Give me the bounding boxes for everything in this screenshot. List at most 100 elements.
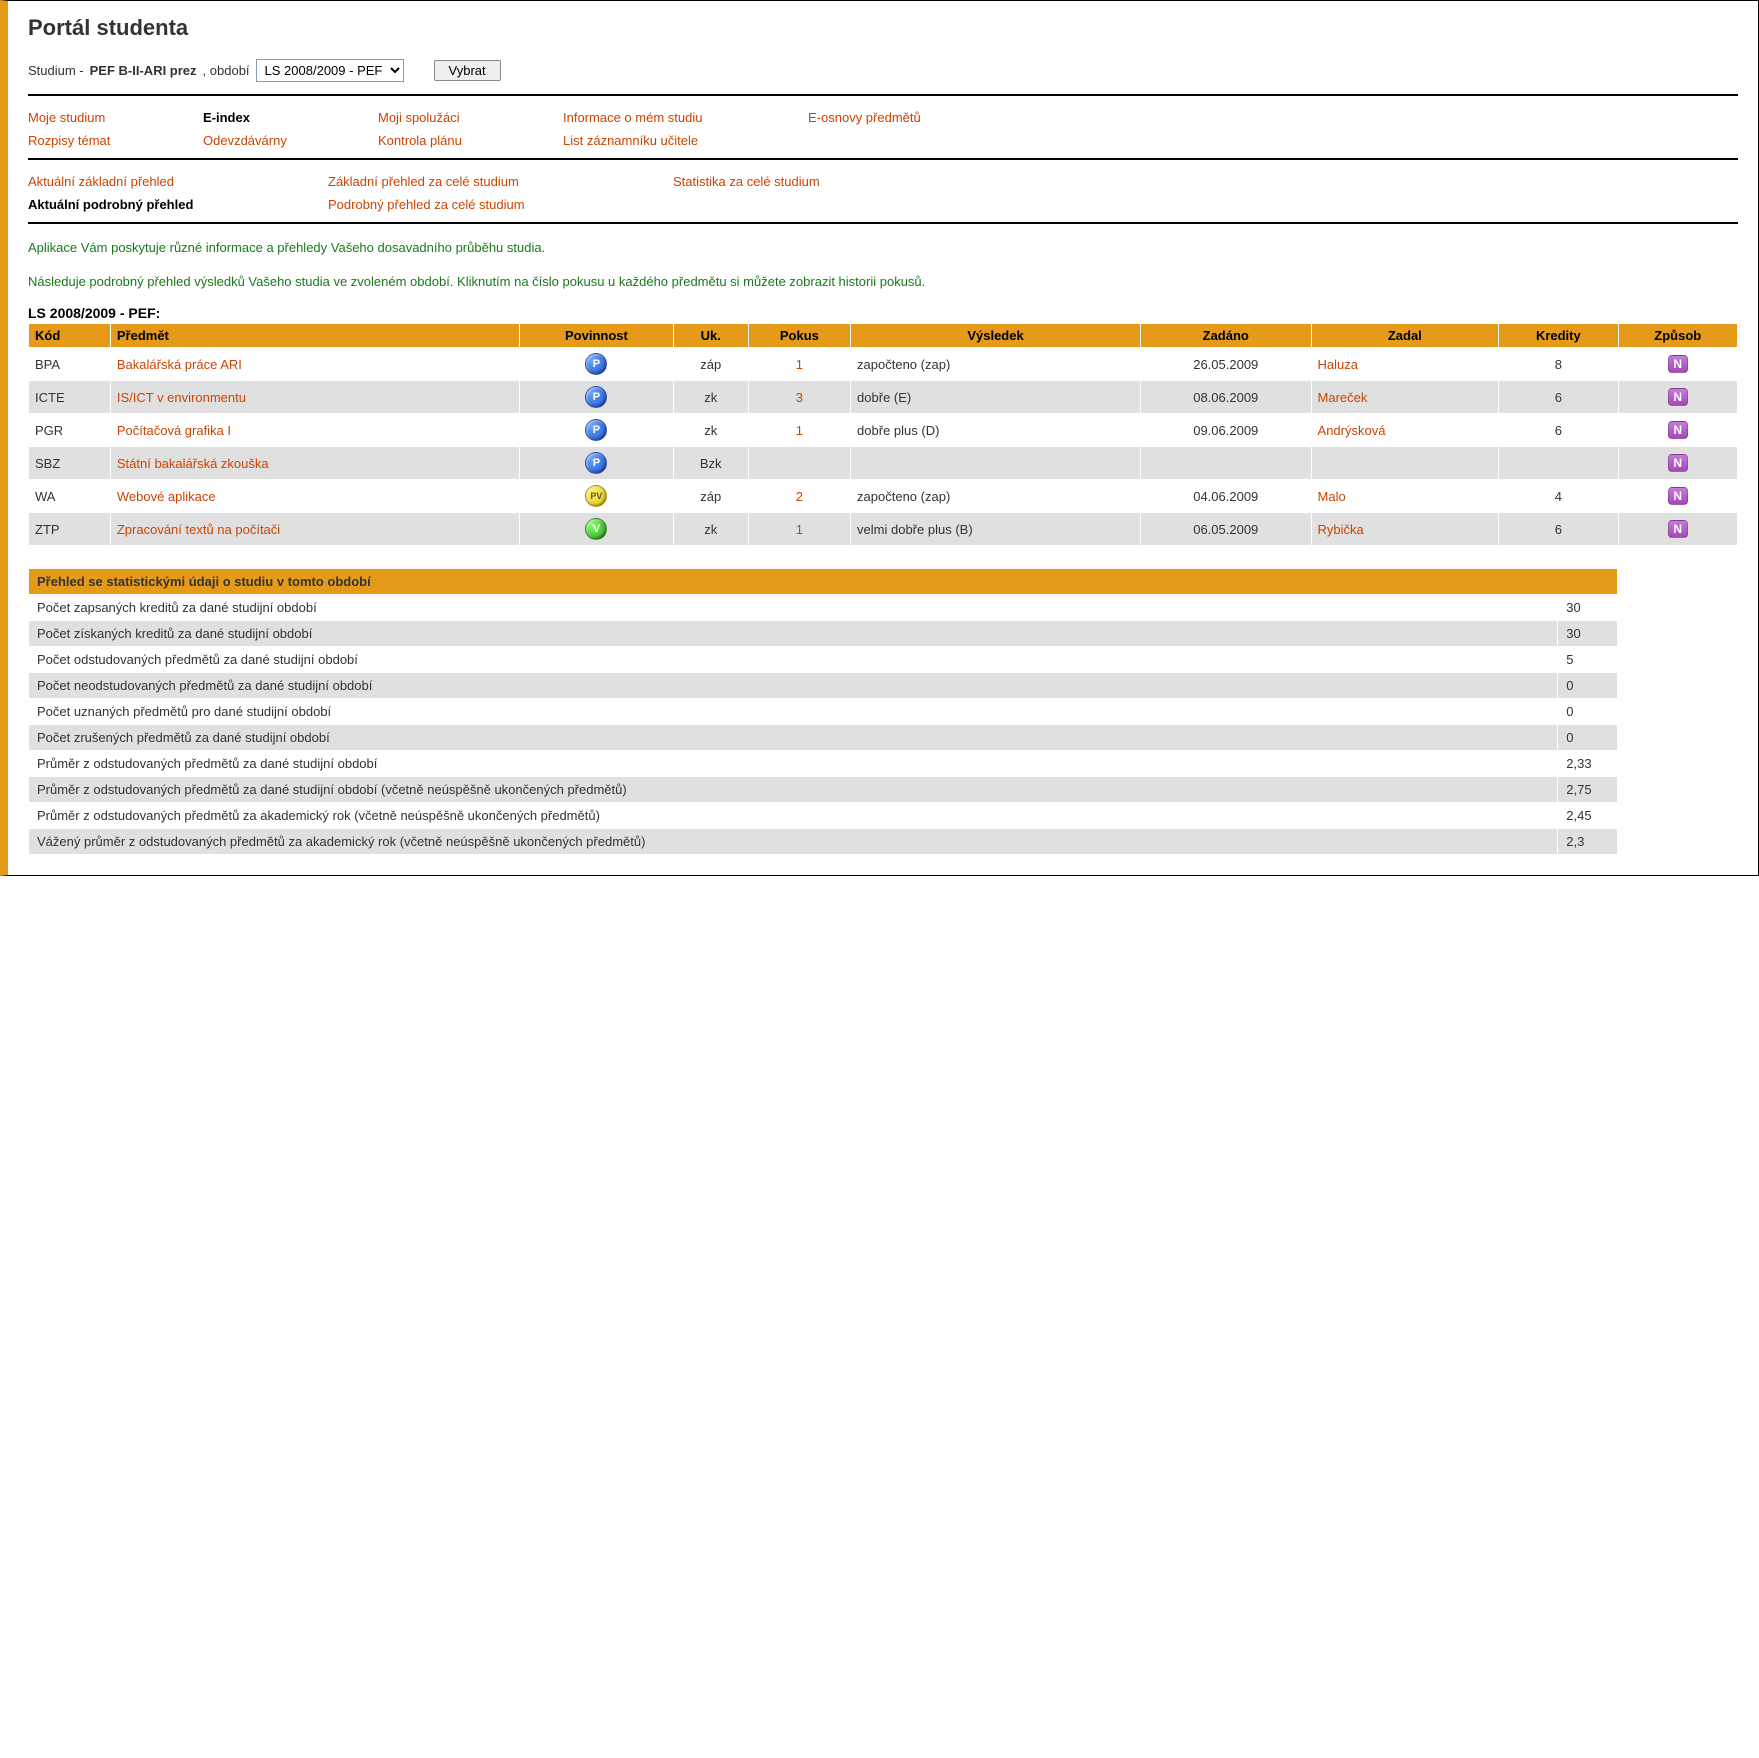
cell-uk: záp	[673, 348, 748, 381]
cell-zadal: Andrýsková	[1311, 414, 1499, 447]
cell-zadal: Malo	[1311, 480, 1499, 513]
nav-zakladni-prehled-cele[interactable]: Základní přehled za celé studium	[328, 174, 673, 189]
nav-e-osnovy-predmetu[interactable]: E-osnovy předmětů	[808, 110, 921, 125]
cell-kredity: 6	[1499, 381, 1618, 414]
subject-link[interactable]: Státní bakalářská zkouška	[117, 456, 269, 471]
stats-value: 0	[1558, 699, 1618, 725]
nav-secondary-row2: Aktuální podrobný přehled Podrobný přehl…	[28, 197, 1738, 212]
stats-label: Vážený průměr z odstudovaných předmětů z…	[29, 829, 1558, 855]
nav-kontrola-planu[interactable]: Kontrola plánu	[378, 133, 563, 148]
th-povinnost: Povinnost	[520, 324, 674, 348]
subject-link[interactable]: Zpracování textů na počítači	[117, 522, 280, 537]
stats-table: Přehled se statistickými údaji o studiu …	[28, 568, 1618, 855]
obligation-badge-icon: V	[585, 518, 607, 540]
subject-link[interactable]: Webové aplikace	[117, 489, 216, 504]
cell-zadal: Rybička	[1311, 513, 1499, 546]
nav-list-zaznamniku[interactable]: List záznamníku učitele	[563, 133, 808, 148]
attempt-link[interactable]: 1	[796, 522, 803, 537]
cell-predmet: Státní bakalářská zkouška	[110, 447, 519, 480]
th-kod: Kód	[29, 324, 111, 348]
subject-link[interactable]: IS/ICT v environmentu	[117, 390, 246, 405]
cell-zadano: 04.06.2009	[1140, 480, 1311, 513]
period-heading: LS 2008/2009 - PEF:	[28, 305, 1738, 321]
cell-uk: zk	[673, 513, 748, 546]
cell-vysledek	[851, 447, 1141, 480]
intro-text-1: Aplikace Vám poskytuje různé informace a…	[28, 238, 1738, 258]
stats-row: Počet uznaných předmětů pro dané studijn…	[29, 699, 1618, 725]
cell-povinnost: V	[520, 513, 674, 546]
subject-link[interactable]: Počítačová grafika I	[117, 423, 231, 438]
stats-label: Počet uznaných předmětů pro dané studijn…	[29, 699, 1558, 725]
teacher-link[interactable]: Mareček	[1318, 390, 1368, 405]
cell-predmet: IS/ICT v environmentu	[110, 381, 519, 414]
nav-aktualni-podrobny-prehled[interactable]: Aktuální podrobný přehled	[28, 197, 328, 212]
stats-value: 30	[1558, 595, 1618, 621]
results-table: Kód Předmět Povinnost Uk. Pokus Výsledek…	[28, 323, 1738, 546]
stats-value: 0	[1558, 725, 1618, 751]
cell-kredity: 4	[1499, 480, 1618, 513]
cell-zadano: 09.06.2009	[1140, 414, 1311, 447]
cell-zadal	[1311, 447, 1499, 480]
cell-zpusob: N	[1618, 480, 1737, 513]
nav-aktualni-zakladni-prehled[interactable]: Aktuální základní přehled	[28, 174, 328, 189]
cell-vysledek: započteno (zap)	[851, 348, 1141, 381]
cell-zpusob: N	[1618, 513, 1737, 546]
stats-label: Průměr z odstudovaných předmětů za akade…	[29, 803, 1558, 829]
cell-povinnost: P	[520, 381, 674, 414]
th-zadano: Zadáno	[1140, 324, 1311, 348]
obligation-badge-icon: PV	[585, 485, 607, 507]
cell-zadano: 06.05.2009	[1140, 513, 1311, 546]
cell-zadano: 26.05.2009	[1140, 348, 1311, 381]
cell-pokus: 1	[748, 348, 850, 381]
nav-rozpisy-temat[interactable]: Rozpisy témat	[28, 133, 203, 148]
teacher-link[interactable]: Haluza	[1318, 357, 1358, 372]
obligation-badge-icon: P	[585, 386, 607, 408]
stats-row: Počet odstudovaných předmětů za dané stu…	[29, 647, 1618, 673]
results-header-row: Kód Předmět Povinnost Uk. Pokus Výsledek…	[29, 324, 1738, 348]
th-predmet: Předmět	[110, 324, 519, 348]
stats-label: Počet získaných kreditů za dané studijní…	[29, 621, 1558, 647]
stats-label: Počet neodstudovaných předmětů za dané s…	[29, 673, 1558, 699]
th-zadal: Zadal	[1311, 324, 1499, 348]
method-badge-icon: N	[1668, 421, 1688, 439]
cell-zpusob: N	[1618, 447, 1737, 480]
method-badge-icon: N	[1668, 487, 1688, 505]
nav-podrobny-prehled-cele[interactable]: Podrobný přehled za celé studium	[328, 197, 673, 212]
attempt-link[interactable]: 2	[796, 489, 803, 504]
stats-row: Počet neodstudovaných předmětů za dané s…	[29, 673, 1618, 699]
teacher-link[interactable]: Andrýsková	[1318, 423, 1386, 438]
nav-e-index[interactable]: E-index	[203, 110, 378, 125]
cell-predmet: Bakalářská práce ARI	[110, 348, 519, 381]
attempt-link[interactable]: 3	[796, 390, 803, 405]
cell-predmet: Webové aplikace	[110, 480, 519, 513]
cell-kod: ZTP	[29, 513, 111, 546]
separator	[28, 222, 1738, 224]
nav-moji-spoluzaci[interactable]: Moji spolužáci	[378, 110, 563, 125]
cell-uk: zk	[673, 381, 748, 414]
study-label-mid: , období	[203, 63, 250, 78]
nav-statistika-cele[interactable]: Statistika za celé studium	[673, 174, 820, 189]
teacher-link[interactable]: Rybička	[1318, 522, 1364, 537]
stats-row: Průměr z odstudovaných předmětů za dané …	[29, 751, 1618, 777]
subject-link[interactable]: Bakalářská práce ARI	[117, 357, 242, 372]
cell-povinnost: P	[520, 447, 674, 480]
attempt-link[interactable]: 1	[796, 423, 803, 438]
cell-kredity: 6	[1499, 513, 1618, 546]
stats-header: Přehled se statistickými údaji o studiu …	[29, 569, 1618, 595]
nav-moje-studium[interactable]: Moje studium	[28, 110, 203, 125]
obligation-badge-icon: P	[585, 419, 607, 441]
select-button[interactable]: Vybrat	[434, 60, 501, 81]
period-select[interactable]: LS 2008/2009 - PEF	[256, 59, 404, 82]
stats-value: 0	[1558, 673, 1618, 699]
obligation-badge-icon: P	[585, 353, 607, 375]
cell-pokus: 1	[748, 513, 850, 546]
cell-pokus: 3	[748, 381, 850, 414]
nav-odevzdavarny[interactable]: Odevzdávárny	[203, 133, 378, 148]
attempt-link[interactable]: 1	[796, 357, 803, 372]
separator	[28, 94, 1738, 96]
stats-value: 5	[1558, 647, 1618, 673]
method-badge-icon: N	[1668, 520, 1688, 538]
table-row: WAWebové aplikacePVzáp2započteno (zap)04…	[29, 480, 1738, 513]
nav-informace-o-mem-studiu[interactable]: Informace o mém studiu	[563, 110, 808, 125]
teacher-link[interactable]: Malo	[1318, 489, 1346, 504]
